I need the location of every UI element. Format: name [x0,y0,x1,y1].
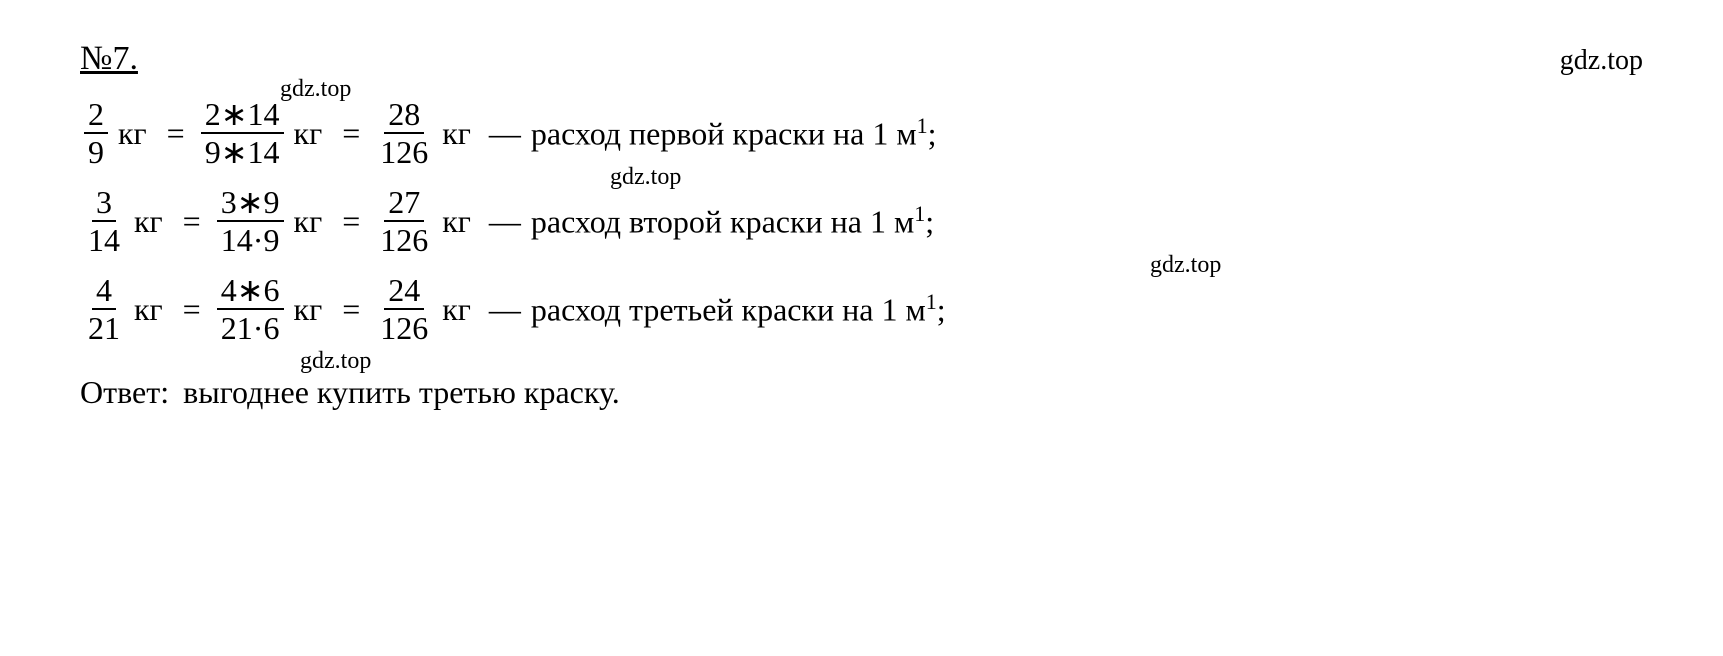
description-text: расход первой краски на 1 м1; [531,113,937,153]
description-text: расход второй краски на 1 м1; [531,201,934,241]
superscript: 1 [926,289,937,314]
answer-text: выгоднее купить третью краску. [183,374,620,410]
equation-line-3: gdz.top 4 21 кг = 4∗6 21·6 кг = 24 126 к… [80,274,1643,344]
unit: кг [442,203,471,240]
unit: кг [294,115,323,152]
fraction-1: 4 21 [84,274,124,344]
superscript: 1 [914,201,925,226]
watermark-answer: gdz.top [300,348,371,375]
description-text: расход третьей краски на 1 м1; [531,289,946,329]
unit: кг [294,291,323,328]
unit: кг [442,115,471,152]
numerator: 4 [92,274,116,310]
fraction-3: 28 126 [376,98,432,168]
denominator: 21·6 [217,310,284,344]
watermark-top: gdz.top [1560,45,1643,77]
dash: — [489,115,521,152]
numerator: 28 [384,98,424,134]
numerator: 24 [384,274,424,310]
watermark-inline: gdz.top [1150,252,1221,279]
numerator: 4∗6 [217,274,284,310]
denominator: 126 [376,310,432,344]
denominator: 126 [376,222,432,256]
numerator: 2 [84,98,108,134]
header: №7. gdz.top [80,40,1643,78]
unit: кг [118,115,147,152]
fraction-1: 2 9 [84,98,108,168]
unit: кг [442,291,471,328]
equation-line-1: gdz.top 2 9 кг = 2∗14 9∗14 кг = 28 126 к… [80,98,1643,168]
fraction-2: 2∗14 9∗14 [201,98,284,168]
answer-line: gdz.top Ответ: выгоднее купить третью кр… [80,374,1643,411]
watermark-inline: gdz.top [280,76,351,103]
fraction-1: 3 14 [84,186,124,256]
problem-number: №7. [80,40,138,78]
unit: кг [134,203,163,240]
numerator: 3∗9 [217,186,284,222]
equals: = [167,115,185,152]
numerator: 3 [92,186,116,222]
numerator: 2∗14 [201,98,284,134]
denominator: 14 [84,222,124,256]
fraction-2: 3∗9 14·9 [217,186,284,256]
watermark-inline: gdz.top [610,164,681,191]
fraction-3: 24 126 [376,274,432,344]
equals: = [342,291,360,328]
equals: = [183,291,201,328]
denominator: 9∗14 [201,134,284,168]
denominator: 14·9 [217,222,284,256]
unit: кг [294,203,323,240]
denominator: 126 [376,134,432,168]
superscript: 1 [917,113,928,138]
equals: = [342,115,360,152]
fraction-3: 27 126 [376,186,432,256]
denominator: 9 [84,134,108,168]
unit: кг [134,291,163,328]
denominator: 21 [84,310,124,344]
fraction-2: 4∗6 21·6 [217,274,284,344]
equals: = [342,203,360,240]
equation-line-2: gdz.top 3 14 кг = 3∗9 14·9 кг = 27 126 к… [80,186,1643,256]
equals: = [183,203,201,240]
answer-label: Ответ: [80,374,169,410]
dash: — [489,291,521,328]
dash: — [489,203,521,240]
numerator: 27 [384,186,424,222]
